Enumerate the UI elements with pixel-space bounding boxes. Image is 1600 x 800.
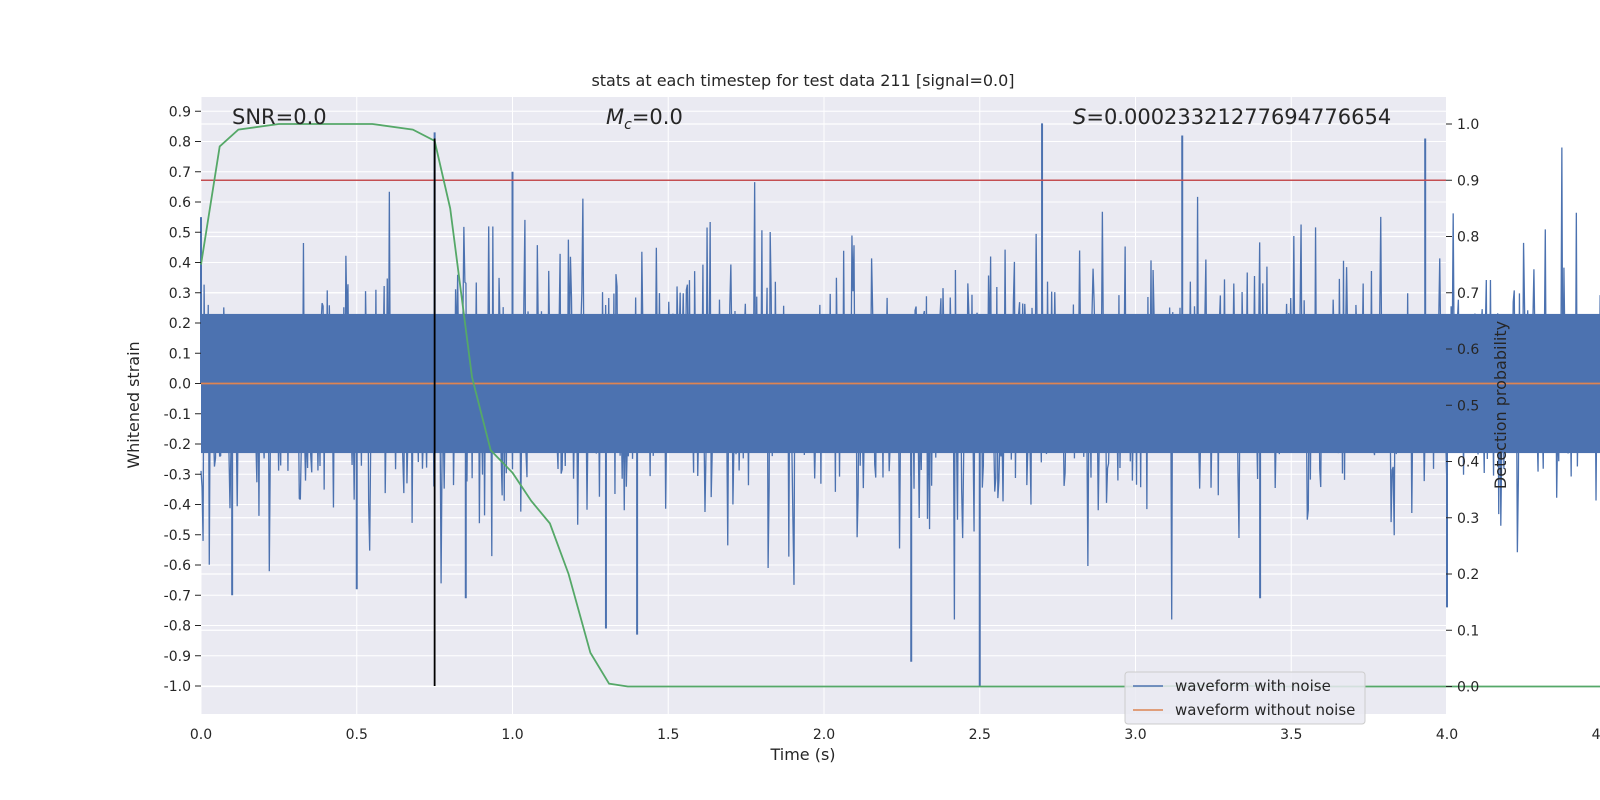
y2-tick-label: 0.8 (1457, 230, 1479, 246)
y-tick-label: -1.0 (164, 679, 191, 695)
mc-symbol: M (606, 105, 624, 129)
y-tick-label: 0.3 (169, 286, 191, 302)
y2-tick-label: 0.0 (1457, 680, 1479, 696)
y2-tick-label: 0.4 (1457, 455, 1479, 471)
y-tick-label: 0.6 (169, 195, 191, 211)
y-tick-label: 0.8 (169, 135, 191, 151)
y2-tick-label: 0.2 (1457, 567, 1479, 583)
y2-tick-label: 0.6 (1457, 342, 1479, 358)
x-tick-label: 0.0 (190, 727, 212, 743)
s-symbol: S (1073, 105, 1086, 129)
mc-annotation: Mc=0.0 (606, 105, 683, 133)
y-tick-label: -0.6 (164, 558, 191, 574)
y2-tick-label: 0.1 (1457, 623, 1479, 639)
y2-tick-label: 0.5 (1457, 398, 1479, 414)
y-tick-label: -0.3 (164, 467, 191, 483)
y-tick-label: -0.8 (164, 619, 191, 635)
x-axis-label: Time (s) (769, 745, 835, 764)
y-tick-label: -0.2 (164, 437, 191, 453)
x-tick-label: 1.5 (657, 727, 679, 743)
y-tick-label: 0.5 (169, 225, 191, 241)
mc-value: =0.0 (632, 105, 683, 129)
y2-tick-label: 0.9 (1457, 173, 1479, 189)
y-tick-label: -0.1 (164, 407, 191, 423)
snr-annotation: SNR=0.0 (232, 105, 327, 129)
axes: 0.00.51.01.52.02.53.03.54.04.55.05.56.06… (164, 104, 1600, 743)
y-tick-label: 0.7 (169, 165, 191, 181)
y-tick-label: 0.2 (169, 316, 191, 332)
s-annotation: S=0.0002332127769477665​4 (1073, 105, 1391, 129)
legend-label-clean: waveform without noise (1175, 701, 1355, 719)
s-value: =0.0002332127769477665​4 (1086, 105, 1391, 129)
x-tick-label: 3.5 (1280, 727, 1302, 743)
y2-tick-label: 0.7 (1457, 286, 1479, 302)
y-tick-label: 0.9 (169, 104, 191, 120)
y2-axis-label: Detection probability (1491, 321, 1510, 489)
y-tick-label: 0.4 (169, 256, 191, 272)
y-tick-label: -0.9 (164, 649, 191, 665)
legend-label-noise: waveform with noise (1175, 677, 1331, 695)
y2-tick-label: 0.3 (1457, 511, 1479, 527)
mc-subscript: c (624, 117, 632, 133)
x-tick-label: 0.5 (346, 727, 368, 743)
x-tick-label: 2.5 (969, 727, 991, 743)
x-tick-label: 4.0 (1436, 727, 1458, 743)
chart-title: stats at each timestep for test data 211… (591, 71, 1014, 90)
y-tick-label: 0.1 (169, 346, 191, 362)
x-tick-label: 4.5 (1592, 727, 1600, 743)
y-tick-label: -0.4 (164, 498, 191, 514)
y-axis-label: Whitened strain (124, 341, 143, 468)
y-tick-label: 0.0 (169, 377, 191, 393)
x-tick-label: 2.0 (813, 727, 835, 743)
x-tick-label: 1.0 (501, 727, 523, 743)
x-tick-label: 3.0 (1124, 727, 1146, 743)
legend: waveform with noise waveform without noi… (1124, 671, 1366, 725)
y-tick-label: -0.5 (164, 528, 191, 544)
legend-box (1124, 671, 1366, 725)
y-tick-label: -0.7 (164, 588, 191, 604)
y2-tick-label: 1.0 (1457, 117, 1479, 133)
